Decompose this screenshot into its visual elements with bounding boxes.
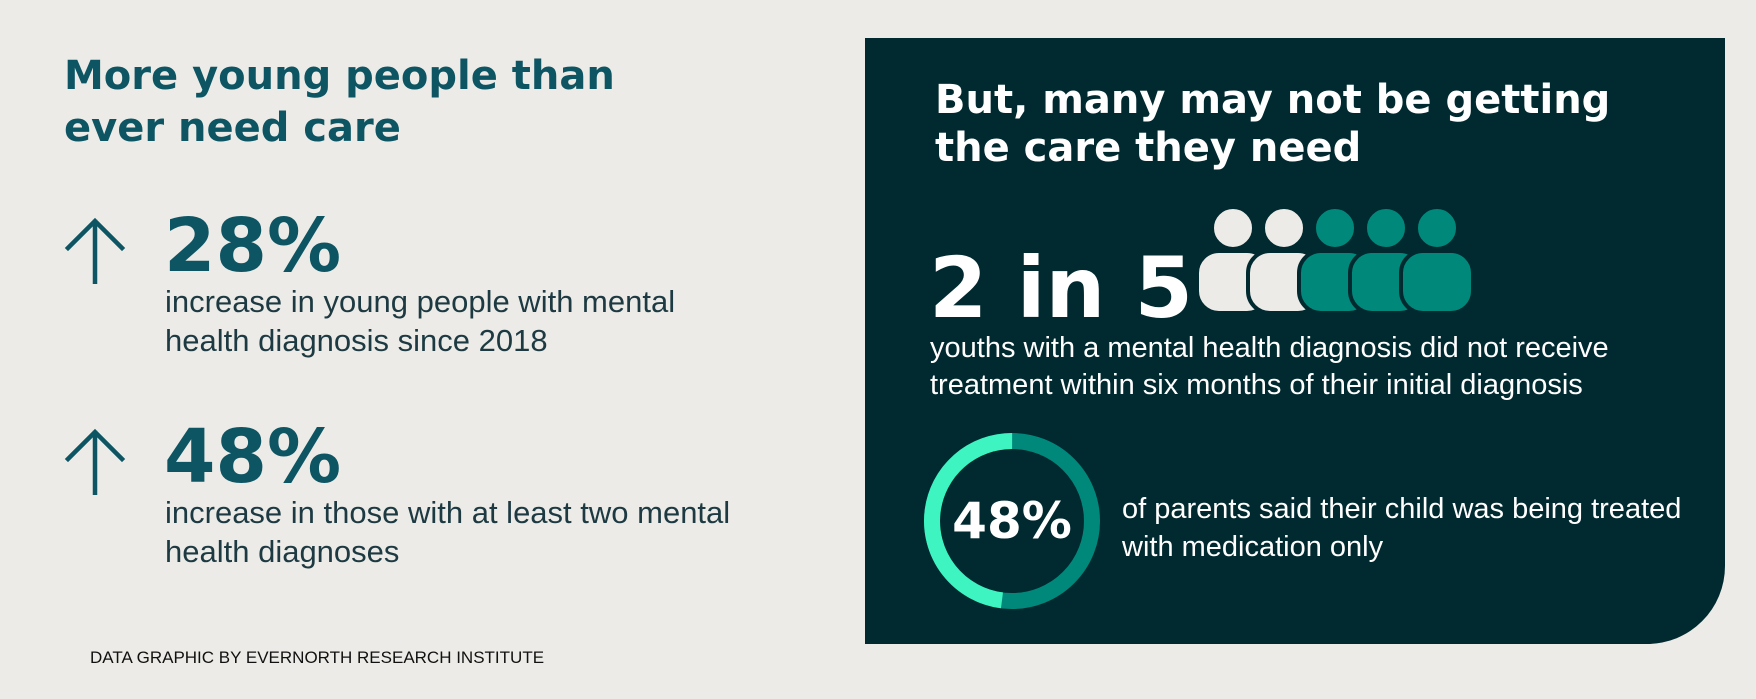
stat-description: increase in young people with mental hea… <box>165 284 676 358</box>
stat-value: 28% <box>164 203 342 289</box>
donut-percent-label: 48% <box>952 492 1072 550</box>
people-icons <box>1195 205 1475 315</box>
donut-description: of parents said their child was being tr… <box>1122 493 1682 563</box>
right-title: But, many may not be getting the care th… <box>935 77 1611 171</box>
stat-value: 48% <box>164 414 342 500</box>
person-icon <box>1399 205 1475 315</box>
arrow-up-icon <box>64 217 126 284</box>
arrow-up-icon <box>64 428 126 495</box>
stat-description: increase in those with at least two ment… <box>165 495 731 569</box>
donut-chart: 48% <box>921 430 1103 612</box>
ratio-description: youths with a mental health diagnosis di… <box>930 332 1609 401</box>
credit-line: DATA GRAPHIC BY EVERNORTH RESEARCH INSTI… <box>90 648 545 667</box>
ratio-stat: 2 in 5 <box>929 239 1193 337</box>
left-title: More young people than ever need care <box>64 53 615 151</box>
right-panel: But, many may not be getting the care th… <box>865 38 1725 644</box>
